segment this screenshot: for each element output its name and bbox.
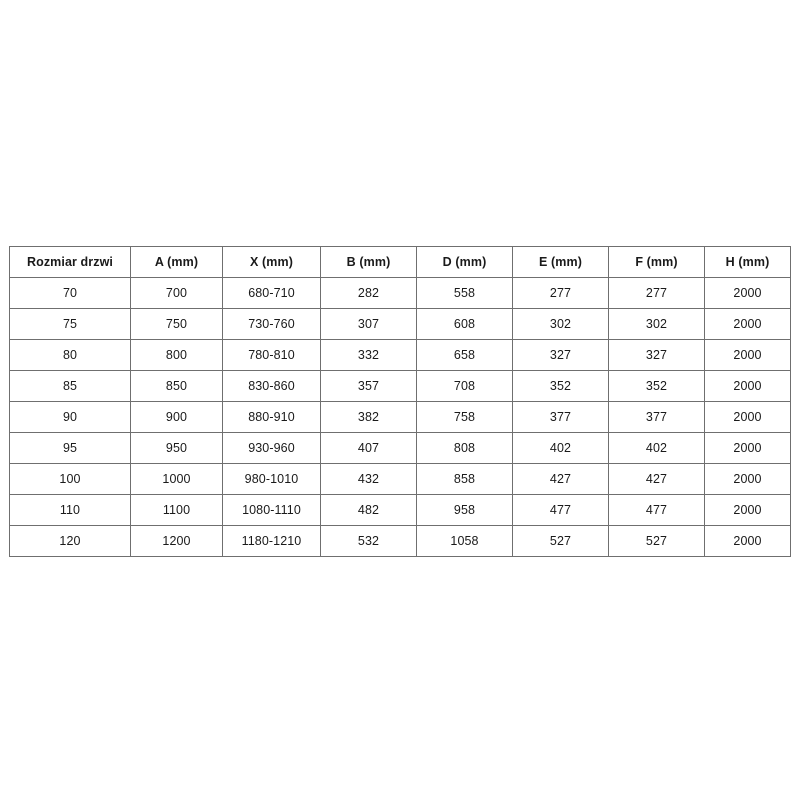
door-size-spec-table: Rozmiar drzwi A (mm) X (mm) B (mm) D (mm… <box>9 246 791 557</box>
cell-f: 427 <box>608 463 705 495</box>
cell-b: 432 <box>320 463 417 495</box>
cell-e: 527 <box>512 525 609 557</box>
table-header-row: Rozmiar drzwi A (mm) X (mm) B (mm) D (mm… <box>9 246 791 278</box>
cell-rozmiar-drzwi: 110 <box>9 494 131 526</box>
cell-h: 2000 <box>704 525 791 557</box>
cell-b: 482 <box>320 494 417 526</box>
cell-f: 402 <box>608 432 705 464</box>
table-body: 70 700 680-710 282 558 277 277 2000 75 7… <box>9 277 791 557</box>
door-size-spec-table-container: Rozmiar drzwi A (mm) X (mm) B (mm) D (mm… <box>9 246 791 557</box>
cell-a: 800 <box>130 339 223 371</box>
column-header-b: B (mm) <box>320 246 417 278</box>
column-header-a: A (mm) <box>130 246 223 278</box>
cell-x: 730-760 <box>222 308 321 340</box>
cell-rozmiar-drzwi: 120 <box>9 525 131 557</box>
cell-e: 377 <box>512 401 609 433</box>
cell-b: 332 <box>320 339 417 371</box>
cell-h: 2000 <box>704 401 791 433</box>
table-row: 110 1100 1080-1110 482 958 477 477 2000 <box>9 494 791 526</box>
table-row: 75 750 730-760 307 608 302 302 2000 <box>9 308 791 340</box>
cell-h: 2000 <box>704 339 791 371</box>
cell-f: 377 <box>608 401 705 433</box>
table-header: Rozmiar drzwi A (mm) X (mm) B (mm) D (mm… <box>9 246 791 278</box>
cell-x: 780-810 <box>222 339 321 371</box>
cell-d: 708 <box>416 370 513 402</box>
cell-x: 1080-1110 <box>222 494 321 526</box>
table-row: 95 950 930-960 407 808 402 402 2000 <box>9 432 791 464</box>
cell-h: 2000 <box>704 463 791 495</box>
cell-d: 958 <box>416 494 513 526</box>
cell-x: 680-710 <box>222 277 321 309</box>
cell-f: 477 <box>608 494 705 526</box>
cell-b: 407 <box>320 432 417 464</box>
column-header-d: D (mm) <box>416 246 513 278</box>
cell-x: 1180-1210 <box>222 525 321 557</box>
cell-b: 382 <box>320 401 417 433</box>
cell-a: 700 <box>130 277 223 309</box>
cell-e: 327 <box>512 339 609 371</box>
cell-rozmiar-drzwi: 100 <box>9 463 131 495</box>
cell-f: 352 <box>608 370 705 402</box>
cell-f: 327 <box>608 339 705 371</box>
cell-e: 302 <box>512 308 609 340</box>
cell-rozmiar-drzwi: 80 <box>9 339 131 371</box>
cell-e: 352 <box>512 370 609 402</box>
cell-rozmiar-drzwi: 85 <box>9 370 131 402</box>
table-row: 100 1000 980-1010 432 858 427 427 2000 <box>9 463 791 495</box>
table-row: 120 1200 1180-1210 532 1058 527 527 2000 <box>9 525 791 557</box>
cell-e: 427 <box>512 463 609 495</box>
table-row: 70 700 680-710 282 558 277 277 2000 <box>9 277 791 309</box>
cell-h: 2000 <box>704 494 791 526</box>
cell-a: 1000 <box>130 463 223 495</box>
cell-d: 608 <box>416 308 513 340</box>
cell-x: 880-910 <box>222 401 321 433</box>
cell-d: 808 <box>416 432 513 464</box>
cell-a: 850 <box>130 370 223 402</box>
cell-a: 950 <box>130 432 223 464</box>
cell-rozmiar-drzwi: 75 <box>9 308 131 340</box>
cell-h: 2000 <box>704 370 791 402</box>
cell-x: 930-960 <box>222 432 321 464</box>
column-header-h: H (mm) <box>704 246 791 278</box>
cell-b: 307 <box>320 308 417 340</box>
cell-f: 527 <box>608 525 705 557</box>
cell-d: 558 <box>416 277 513 309</box>
cell-b: 532 <box>320 525 417 557</box>
cell-a: 1100 <box>130 494 223 526</box>
cell-rozmiar-drzwi: 95 <box>9 432 131 464</box>
cell-rozmiar-drzwi: 90 <box>9 401 131 433</box>
table-row: 80 800 780-810 332 658 327 327 2000 <box>9 339 791 371</box>
cell-rozmiar-drzwi: 70 <box>9 277 131 309</box>
table-row: 85 850 830-860 357 708 352 352 2000 <box>9 370 791 402</box>
cell-d: 1058 <box>416 525 513 557</box>
cell-b: 282 <box>320 277 417 309</box>
cell-e: 477 <box>512 494 609 526</box>
cell-d: 658 <box>416 339 513 371</box>
cell-x: 830-860 <box>222 370 321 402</box>
column-header-f: F (mm) <box>608 246 705 278</box>
cell-e: 402 <box>512 432 609 464</box>
cell-a: 1200 <box>130 525 223 557</box>
column-header-e: E (mm) <box>512 246 609 278</box>
cell-a: 900 <box>130 401 223 433</box>
cell-h: 2000 <box>704 277 791 309</box>
cell-f: 277 <box>608 277 705 309</box>
column-header-rozmiar-drzwi: Rozmiar drzwi <box>9 246 131 278</box>
column-header-x: X (mm) <box>222 246 321 278</box>
cell-d: 858 <box>416 463 513 495</box>
cell-d: 758 <box>416 401 513 433</box>
cell-a: 750 <box>130 308 223 340</box>
cell-e: 277 <box>512 277 609 309</box>
cell-h: 2000 <box>704 308 791 340</box>
cell-f: 302 <box>608 308 705 340</box>
cell-b: 357 <box>320 370 417 402</box>
cell-h: 2000 <box>704 432 791 464</box>
table-row: 90 900 880-910 382 758 377 377 2000 <box>9 401 791 433</box>
cell-x: 980-1010 <box>222 463 321 495</box>
